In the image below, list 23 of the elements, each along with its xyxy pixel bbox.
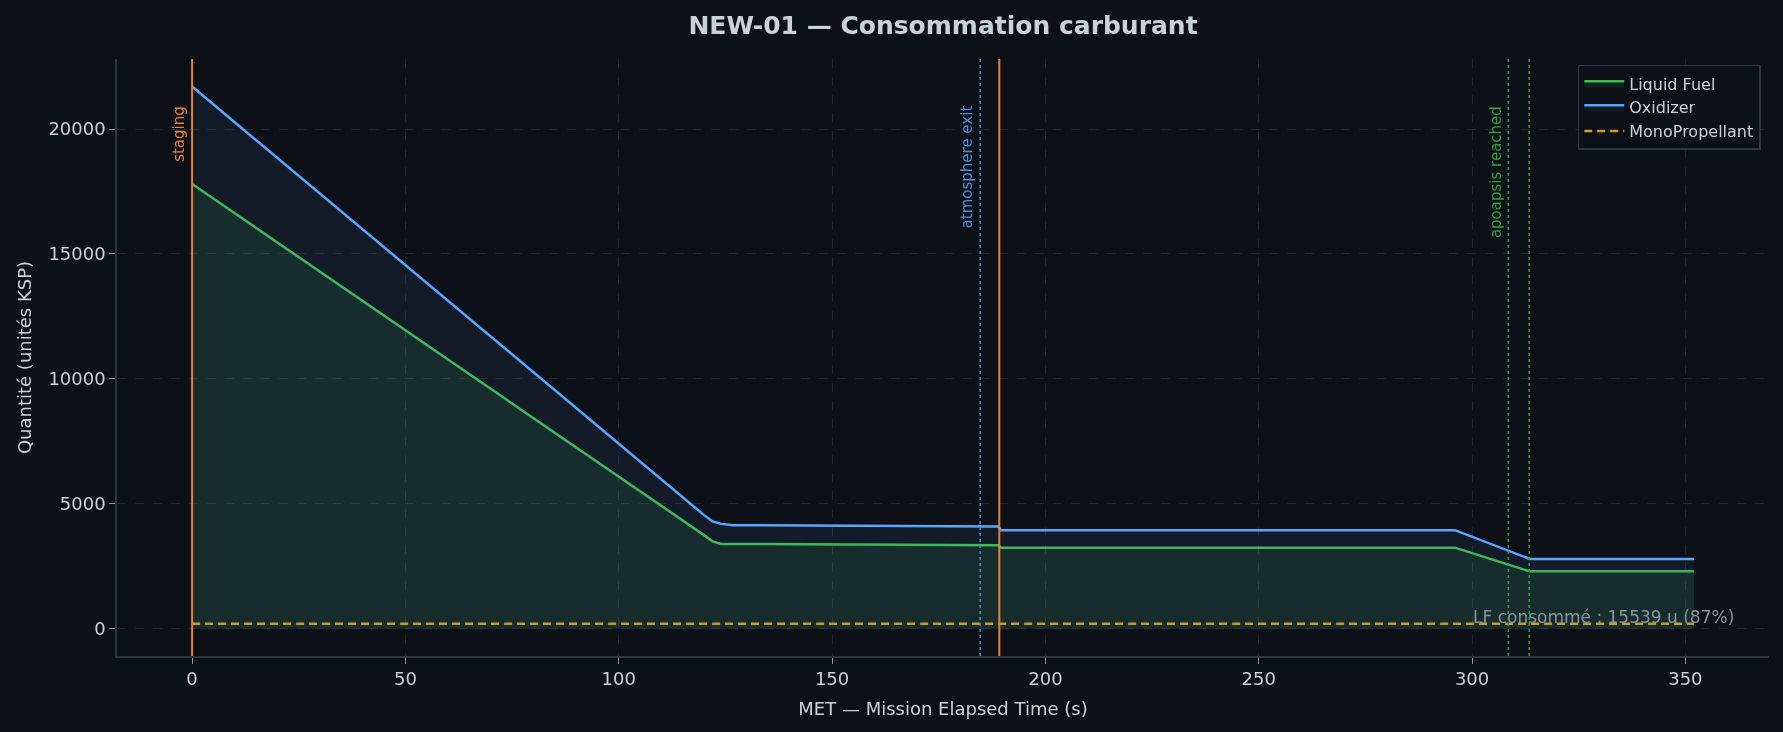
x-tick-label: 0 <box>186 668 198 690</box>
x-tick-label: 200 <box>1028 668 1063 690</box>
x-axis-title: MET — Mission Elapsed Time (s) <box>798 697 1088 719</box>
x-tick-label: 150 <box>814 668 850 690</box>
y-tick-label: 15000 <box>48 243 106 265</box>
ref-line-label: staging <box>170 106 189 162</box>
chart-title: NEW-01 — Consommation carburant <box>688 10 1198 40</box>
ref-line-label: apoapsis reached <box>1486 106 1505 239</box>
legend-label: Oxidizer <box>1629 98 1696 118</box>
ref-line-label: atmosphere exit <box>957 105 976 229</box>
y-tick-label: 20000 <box>48 118 106 140</box>
x-tick-label: 350 <box>1668 668 1703 690</box>
y-tick-label: 10000 <box>48 368 106 390</box>
legend-label: MonoPropellant <box>1629 122 1754 142</box>
y-tick-label: 0 <box>94 618 106 640</box>
y-axis-title: Quantité (unités KSP) <box>14 260 36 455</box>
legend-label: Liquid Fuel <box>1629 74 1716 94</box>
x-tick-label: 50 <box>393 668 417 690</box>
x-tick-label: 300 <box>1454 668 1490 690</box>
y-tick-label: 5000 <box>59 493 106 515</box>
x-tick-label: 250 <box>1241 668 1276 690</box>
x-tick-label: 100 <box>601 668 636 690</box>
annotation: LF consommé : 15539 u (87%) <box>1473 607 1735 627</box>
